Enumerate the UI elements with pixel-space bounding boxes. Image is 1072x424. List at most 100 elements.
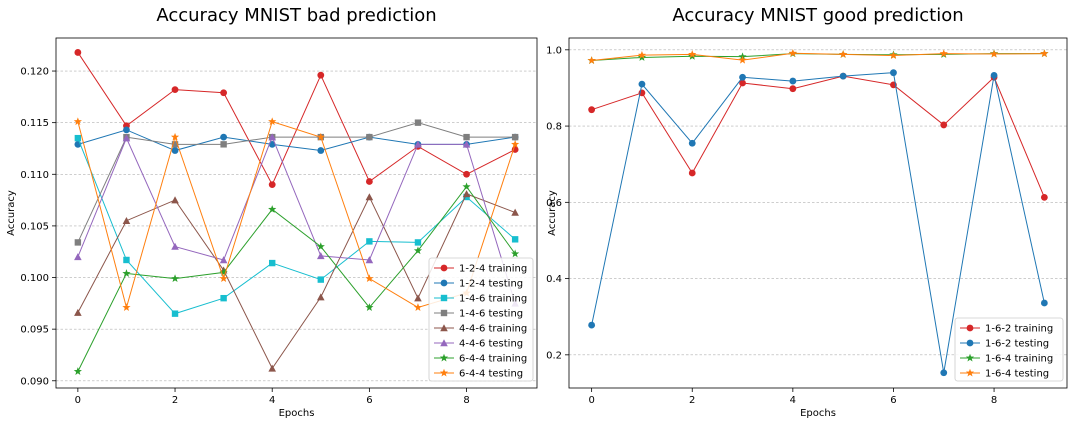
y-axis-label: Accuracy [6,190,17,236]
chart-title: Accuracy MNIST bad prediction [156,5,436,26]
data-point [413,246,423,255]
legend-marker [965,368,975,377]
data-point [219,268,228,276]
data-point [171,242,179,250]
data-point [1040,299,1048,307]
y-tick-label: 0.2 [546,350,562,361]
y-axis-label: Accuracy [547,190,558,236]
legend-label: 1-2-4 training [459,264,527,275]
chart-panel-2: Accuracy MNIST good prediction 0.2 0.4 0.6 0… [546,5,1068,419]
x-tick-label: 8 [463,395,469,406]
x-axis-label: Epochs [800,408,836,419]
y-tick-label: 0.095 [20,325,49,336]
data-point [511,236,519,243]
data-point [511,208,519,216]
series-1-6-4-testing [587,48,1049,64]
data-point [462,190,471,198]
data-point [171,196,179,204]
legend-marker [966,339,974,347]
data-point [171,141,179,148]
data-point [839,50,848,58]
data-point [316,252,325,260]
chart-panel-1: Accuracy MNIST bad prediction 0.090 0.095 0… [6,5,538,419]
data-point [73,117,82,126]
y-tick-label: 0.090 [20,376,49,387]
data-point [170,132,180,141]
legend-label: 1-4-6 testing [459,309,523,320]
legend: 1-2-4 training 1-2-4 testing 1-4-6 trainin… [428,257,534,382]
data-point [365,303,374,311]
x-tick-label: 0 [75,395,81,406]
data-point [588,321,596,329]
data-point [414,119,422,126]
legend-box [954,317,1064,382]
data-point [171,147,179,154]
data-point [171,86,179,94]
data-point [413,303,423,311]
data-point [738,55,747,64]
data-point [587,56,596,64]
data-point [511,133,519,141]
legend-item: 1-4-6 training [434,294,527,305]
series-4-4-6-testing [74,133,519,307]
series-line [591,52,1045,61]
series-1-6-2-training [588,72,1048,201]
data-point [170,274,180,283]
legend-label: 4-4-6 testing [459,339,523,350]
legend-item: 4-4-6 testing [434,339,523,350]
legend-item: 6-4-4 testing [434,369,523,380]
legend-item: 1-6-2 testing [960,339,1049,350]
y-tick-label: 0.105 [20,221,49,232]
data-point [788,48,797,57]
legend-marker [440,339,448,347]
data-point [219,274,228,283]
legend-marker [966,324,974,332]
data-point [688,169,696,177]
data-point [463,133,470,141]
legend-item: 1-6-4 training [960,354,1053,365]
data-point [1040,49,1049,58]
y-tick-label: 0.4 [546,274,562,285]
legend-item: 4-4-6 training [434,324,527,335]
data-point [73,367,82,375]
data-point [463,170,470,178]
series-1-2-4-training [74,49,519,189]
data-point [171,310,179,317]
data-point [268,117,277,126]
data-point [889,51,898,60]
series-1-6-2-testing [588,69,1048,377]
data-point [637,53,647,61]
legend-label: 4-4-6 training [459,324,527,335]
legend-box [428,257,534,382]
data-point [220,89,228,97]
data-point [989,49,999,58]
data-point [122,134,131,142]
data-point [74,49,82,56]
legend-item: 1-6-4 testing [960,369,1049,380]
data-point [688,50,697,58]
legend-label: 1-6-2 training [985,324,1053,335]
data-point [123,256,130,264]
x-tick-label: 2 [172,395,178,406]
legend-label: 1-6-4 testing [985,369,1049,380]
data-point [316,293,325,301]
data-point [839,72,847,80]
data-point [220,141,227,148]
y-tick-label: 0.120 [20,67,49,78]
data-point [317,147,325,154]
series-line [77,135,516,304]
legend-label: 1-4-6 training [459,294,527,305]
data-point [637,50,647,59]
data-point [269,259,276,267]
legend-item: 6-4-4 training [434,354,527,365]
data-point [74,134,82,142]
data-point [940,121,948,129]
data-point [268,133,277,141]
data-point [317,71,325,79]
x-tick-label: 8 [991,395,997,406]
data-point [511,140,520,148]
legend-label: 6-4-4 training [459,354,527,365]
legend-item: 1-4-6 testing [434,309,523,320]
data-point [688,139,696,147]
